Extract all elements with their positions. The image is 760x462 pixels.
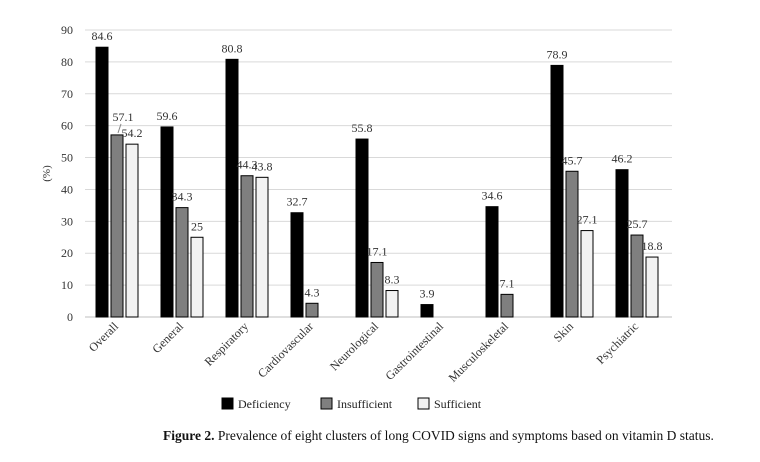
bar-deficiency [95,46,109,318]
bar-deficiency [485,206,499,318]
data-label: 80.8 [222,41,243,55]
data-label: 7.1 [500,276,515,290]
y-tick-label: 0 [67,310,73,324]
x-tick-label: Cardiovascular [255,319,316,380]
figure-caption: Figure 2. Prevalence of eight clusters o… [163,428,714,444]
bar-insufficient [240,175,254,318]
data-label: 84.6 [92,29,113,43]
x-tick-label: Neurological [327,319,382,374]
y-tick-label: 10 [61,278,73,292]
data-label: 43.8 [252,159,273,173]
data-label: 25 [191,219,203,233]
y-tick-label: 30 [61,214,73,228]
y-tick-label: 20 [61,246,73,260]
bar-insufficient [305,302,319,318]
data-label: 78.9 [547,47,568,61]
x-tick-label: Respiratory [202,319,251,368]
legend-swatch-insufficient [320,397,333,410]
bar-deficiency [550,64,564,318]
y-tick-label: 80 [61,55,73,69]
data-label: 18.8 [642,239,663,253]
bar-insufficient [500,293,514,318]
legend-label: Insufficient [337,397,393,411]
data-label: 3.9 [420,287,435,301]
leader-line [117,123,122,134]
bar-deficiency [615,169,629,318]
data-label: 34.3 [172,190,193,204]
x-tick-label: Psychiatric [594,319,642,367]
data-label: 57.1 [113,110,134,124]
bar-insufficient [370,261,384,318]
data-label: 59.6 [157,109,178,123]
data-label: 55.8 [352,121,373,135]
bar-deficiency [355,138,369,318]
x-tick-label: General [149,319,186,356]
y-tick-label: 90 [61,23,73,37]
y-tick-label: 70 [61,87,73,101]
data-label: 32.7 [287,195,308,209]
legend-swatch-deficiency [221,397,234,410]
data-label: 17.1 [367,244,388,258]
y-tick-label: 60 [61,119,73,133]
data-label: 45.7 [562,153,583,167]
bar-insufficient [110,134,124,318]
data-label: 44.3 [237,158,258,172]
bar-deficiency [225,58,239,318]
bar-deficiency [290,212,304,318]
bar-deficiency [160,126,174,318]
bar-sufficient [385,290,399,318]
y-tick-label: 50 [61,151,73,165]
data-label: 4.3 [305,285,320,299]
data-label: 34.6 [482,189,503,203]
bar-insufficient [630,234,644,318]
data-label: 8.3 [385,273,400,287]
bar-sufficient [255,176,269,318]
bar-sufficient [645,256,659,318]
bar-deficiency [420,304,434,318]
legend-label: Deficiency [238,397,291,411]
bar-insufficient [175,207,189,318]
bar-insufficient [565,170,579,318]
x-tick-label: Overall [86,319,122,355]
legend-swatch-sufficient [417,397,430,410]
bar-sufficient [580,230,594,318]
data-label: 54.2 [122,126,143,140]
y-axis-label: (%) [41,165,53,182]
legend-label: Sufficient [434,397,482,411]
caption-text: Prevalence of eight clusters of long COV… [214,428,714,443]
y-tick-label: 40 [61,182,73,196]
data-label: 27.1 [577,213,598,227]
bar-sufficient [190,236,204,318]
x-tick-label: Gastrointestinal [382,319,446,383]
x-tick-label: Skin [551,319,576,344]
bar-sufficient [125,143,139,318]
caption-label: Figure 2. [163,428,215,443]
data-label: 46.2 [612,152,633,166]
x-tick-label: Musculoskeletal [446,319,512,385]
data-label: 25.7 [627,217,648,231]
